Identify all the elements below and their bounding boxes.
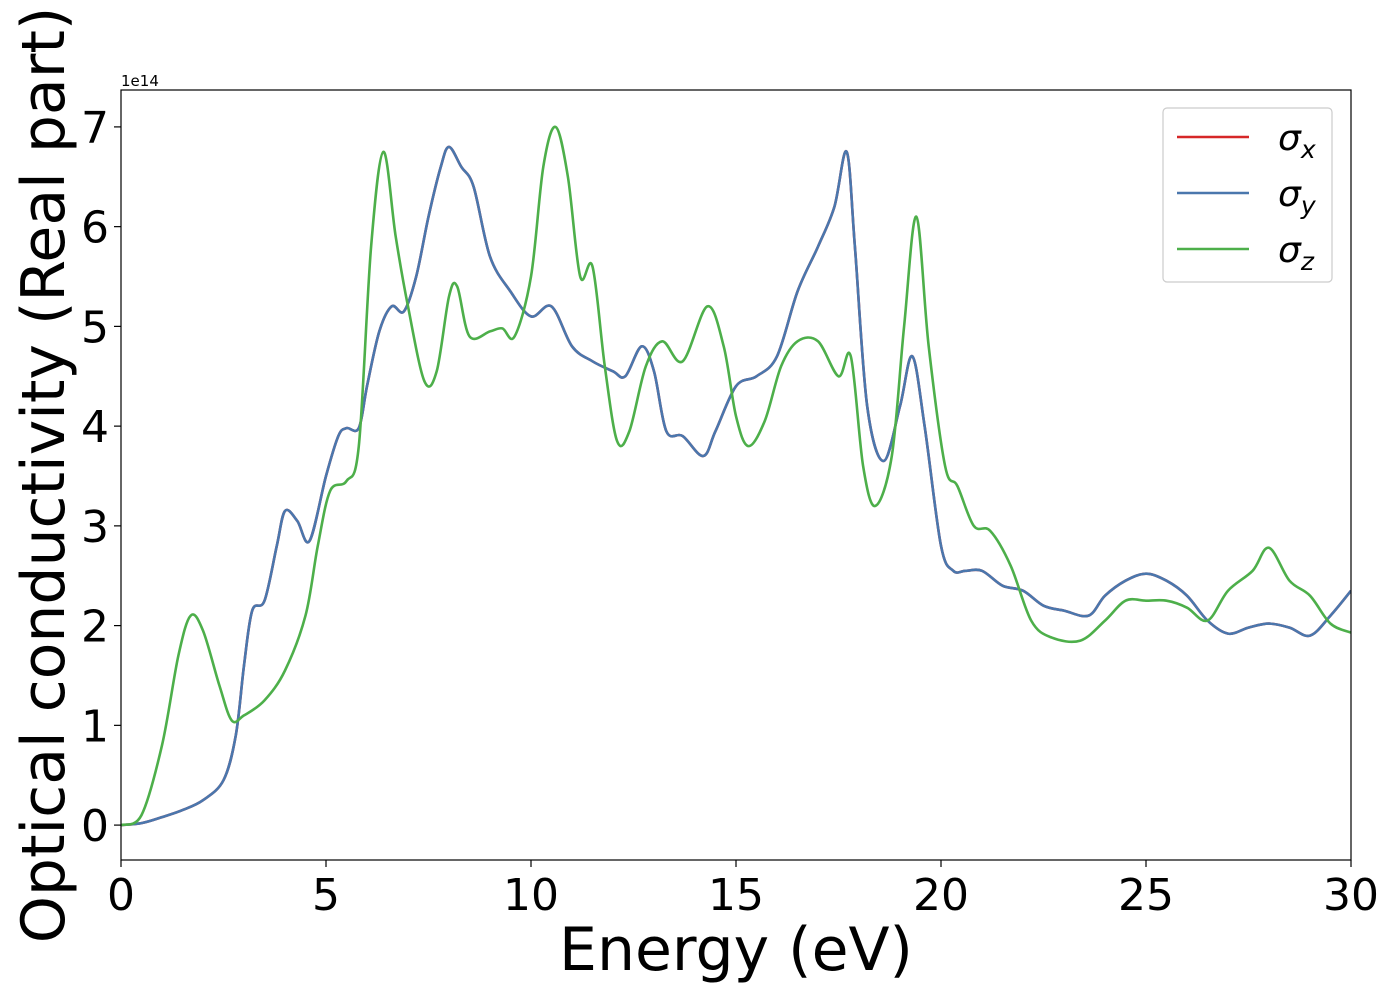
y-tick-label: 2 <box>81 602 109 653</box>
legend-label: σx <box>1278 118 1316 164</box>
y-tick-label: 5 <box>81 302 109 353</box>
x-tick-label: 20 <box>913 870 969 921</box>
y-tick-label: 7 <box>81 103 109 154</box>
legend-frame <box>1162 107 1333 283</box>
y-axis-label: Optical conductivity (Real part) <box>9 7 79 944</box>
y-tick-label: 1 <box>81 701 109 752</box>
series-layer <box>121 125 1351 827</box>
plot-area <box>120 89 1352 861</box>
y-axis: 0 1 2 3 4 5 6 7 <box>81 103 121 852</box>
legend-label: σz <box>1278 230 1315 276</box>
series-line-sigma-y <box>121 145 1351 827</box>
x-tick-label: 30 <box>1323 870 1379 921</box>
x-axis-label: Energy (eV) <box>559 915 913 985</box>
x-axis: 0 5 10 15 20 25 30 <box>107 860 1379 921</box>
x-tick-label: 15 <box>708 870 764 921</box>
legend-label: σy <box>1278 174 1317 220</box>
y-tick-label: 4 <box>81 402 109 453</box>
y-tick-label: 3 <box>81 502 109 553</box>
legend: σx σy σz <box>1162 107 1333 283</box>
series-line-sigma-z <box>121 125 1351 827</box>
y-tick-label: 0 <box>81 801 109 852</box>
x-tick-label: 10 <box>503 870 559 921</box>
legend-item-sigma-z: σz <box>1177 230 1315 276</box>
x-tick-label: 0 <box>107 870 135 921</box>
y-offset-label: 1e14 <box>121 72 159 90</box>
legend-item-sigma-x: σx <box>1177 118 1316 164</box>
x-tick-label: 5 <box>312 870 340 921</box>
legend-item-sigma-y: σy <box>1177 174 1317 220</box>
y-tick-label: 6 <box>81 203 109 254</box>
x-tick-label: 25 <box>1118 870 1174 921</box>
